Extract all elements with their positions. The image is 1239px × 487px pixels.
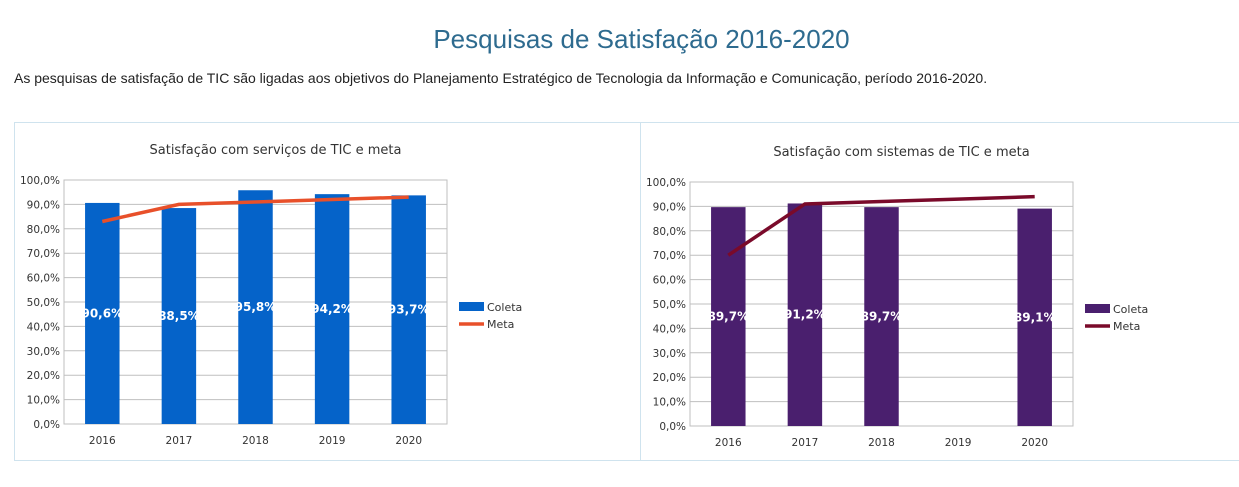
y-tick-label: 10,0% xyxy=(27,395,60,407)
divider xyxy=(640,122,641,461)
legend-swatch-coleta xyxy=(1085,304,1110,313)
y-tick-label: 60,0% xyxy=(27,273,60,285)
bar-coleta-2018 xyxy=(238,190,273,424)
y-tick-label: 40,0% xyxy=(653,323,686,335)
data-label: 89,7% xyxy=(861,310,903,324)
data-label: 95,8% xyxy=(235,300,277,314)
bar-coleta-2016 xyxy=(85,202,120,424)
legend-label: Meta xyxy=(1113,320,1140,333)
y-tick-label: 30,0% xyxy=(653,348,686,360)
y-tick-label: 50,0% xyxy=(653,299,686,311)
bar-coleta-2017 xyxy=(787,203,823,426)
x-tick-label: 2017 xyxy=(166,435,193,447)
legend-swatch-coleta xyxy=(459,302,484,311)
chart-title: Satisfação com serviços de TIC e meta xyxy=(150,143,402,158)
line-meta xyxy=(727,194,1035,257)
x-tick-label: 2016 xyxy=(89,435,116,447)
legend-label: Coleta xyxy=(1113,303,1148,316)
y-tick-label: 60,0% xyxy=(653,275,686,287)
x-tick-label: 2016 xyxy=(715,437,742,449)
y-tick-label: 80,0% xyxy=(27,224,60,236)
data-label: 93,7% xyxy=(388,303,430,317)
y-tick-label: 10,0% xyxy=(653,397,686,409)
y-tick-label: 70,0% xyxy=(27,248,60,260)
data-label: 90,6% xyxy=(81,306,123,320)
bar-coleta-2019 xyxy=(314,194,350,424)
legend-label: Coleta xyxy=(487,301,522,314)
bar-coleta-2016 xyxy=(711,207,746,426)
bar-coleta-2017 xyxy=(161,208,197,424)
page-title: Pesquisas de Satisfação 2016-2020 xyxy=(433,24,850,54)
chart-sistemas: Satisfação com sistemas de TIC e meta 0,0… xyxy=(646,128,1226,455)
x-tick-label: 2019 xyxy=(945,437,972,449)
x-tick-label: 2018 xyxy=(242,435,269,447)
bar-coleta-2018 xyxy=(864,207,899,426)
y-tick-label: 30,0% xyxy=(27,346,60,358)
y-tick-label: 100,0% xyxy=(20,175,60,187)
chart-servicos: Satisfação com serviços de TIC e meta 0,0… xyxy=(20,128,600,453)
data-label: 94,2% xyxy=(311,302,353,316)
y-tick-label: 100,0% xyxy=(646,177,686,189)
data-label: 91,2% xyxy=(784,308,826,322)
y-tick-label: 90,0% xyxy=(653,201,686,213)
y-tick-label: 0,0% xyxy=(659,421,686,433)
x-tick-label: 2020 xyxy=(1021,437,1048,449)
data-label: 89,7% xyxy=(707,310,749,324)
chart-title: Satisfação com sistemas de TIC e meta xyxy=(773,145,1029,160)
intro-text: As pesquisas de satisfação de TIC são li… xyxy=(14,70,988,86)
y-tick-label: 20,0% xyxy=(653,372,686,384)
x-tick-label: 2018 xyxy=(868,437,895,449)
x-tick-label: 2017 xyxy=(792,437,819,449)
y-tick-label: 20,0% xyxy=(27,370,60,382)
y-tick-label: 80,0% xyxy=(653,226,686,238)
data-label: 88,5% xyxy=(158,309,200,323)
x-tick-label: 2020 xyxy=(395,435,422,447)
data-label: 89,1% xyxy=(1014,310,1056,324)
legend-label: Meta xyxy=(487,318,514,331)
charts-container xyxy=(14,122,1239,461)
bar-coleta-2020 xyxy=(391,195,426,424)
line-meta xyxy=(101,195,409,224)
y-tick-label: 0,0% xyxy=(33,419,60,431)
y-tick-label: 50,0% xyxy=(27,297,60,309)
y-tick-label: 40,0% xyxy=(27,321,60,333)
y-tick-label: 90,0% xyxy=(27,199,60,211)
bar-coleta-2020 xyxy=(1017,208,1052,426)
y-tick-label: 70,0% xyxy=(653,250,686,262)
x-tick-label: 2019 xyxy=(319,435,346,447)
